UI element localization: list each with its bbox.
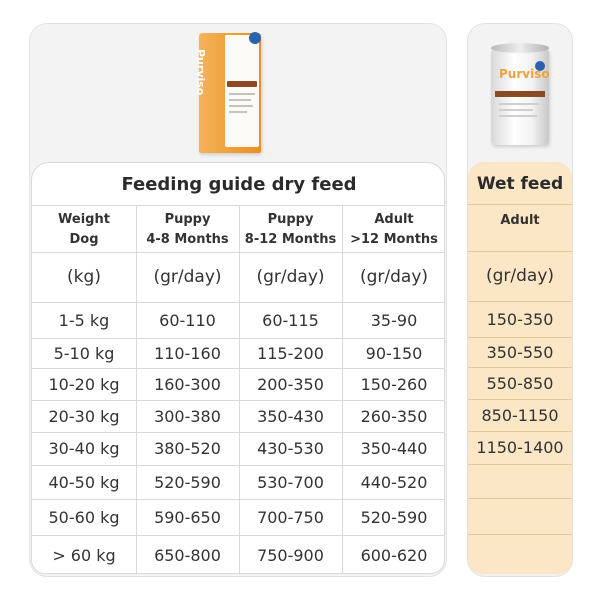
row-divider: [468, 204, 572, 205]
row-divider: [32, 400, 444, 401]
weight-cell: > 60 kg: [52, 545, 116, 565]
amount-cell: 110-160: [154, 343, 221, 363]
weight-cell: 40-50 kg: [48, 472, 120, 492]
column-header-line: Dog: [69, 231, 99, 247]
dry-food-bag-image: Purviso: [194, 29, 265, 157]
unit-cell: (kg): [67, 267, 101, 287]
dry-feed-table: Feeding guide dry feed Weight Dog Puppy 4-8…: [31, 162, 445, 574]
column-header-line: >12 Months: [350, 231, 438, 247]
column-header-line: Puppy: [164, 211, 211, 227]
amount-cell: 35-90: [370, 310, 418, 330]
weight-cell: 20-30 kg: [48, 406, 120, 426]
column-header-line: 8-12 Months: [244, 231, 337, 247]
row-divider: [468, 534, 572, 535]
row-divider: [468, 367, 572, 368]
column-header: Weight Dog: [32, 207, 136, 252]
wet-table-title: Wet feed: [476, 174, 564, 194]
unit-cell: (gr/day): [359, 267, 429, 287]
weight-cell: 10-20 kg: [48, 374, 120, 394]
brand-cross-icon: [249, 32, 261, 44]
amount-cell: 530-700: [257, 472, 324, 492]
row-divider: [32, 302, 444, 303]
row-divider: [32, 368, 444, 369]
column-header: Puppy 8-12 Months: [239, 207, 342, 252]
amount-cell: 440-520: [360, 472, 428, 492]
column-divider: [136, 205, 137, 573]
amount-cell: [468, 464, 572, 498]
column-header: Adult: [500, 213, 540, 228]
amount-cell: 150-350: [486, 309, 554, 329]
column-header-line: 4-8 Months: [146, 231, 229, 247]
amount-cell: 260-350: [360, 406, 428, 426]
row-divider: [468, 498, 572, 499]
amount-cell: 160-300: [154, 374, 221, 394]
row-divider: [468, 301, 572, 302]
dry-bag-brand: Purviso: [194, 49, 207, 96]
row-divider: [32, 535, 444, 536]
amount-cell: 60-115: [262, 310, 319, 330]
dry-table-title: Feeding guide dry feed: [121, 174, 357, 195]
row-divider: [32, 205, 444, 206]
column-header-line: Puppy: [267, 211, 314, 227]
row-divider: [32, 499, 444, 500]
amount-cell: 520-590: [154, 472, 221, 492]
amount-cell: [468, 534, 572, 574]
column-header: Puppy 4-8 Months: [136, 207, 239, 252]
amount-cell: 590-650: [154, 507, 221, 527]
wet-food-can-image: Purviso: [491, 43, 550, 150]
amount-cell: 115-200: [257, 343, 324, 363]
amount-cell: 300-380: [154, 406, 221, 426]
unit-cell: (gr/day): [485, 266, 555, 286]
brand-cross-icon: [535, 61, 545, 71]
row-divider: [32, 432, 444, 433]
amount-cell: 150-260: [360, 374, 428, 394]
row-divider: [468, 431, 572, 432]
amount-cell: 1150-1400: [476, 438, 564, 457]
weight-cell: 1-5 kg: [58, 310, 110, 330]
amount-cell: 700-750: [257, 507, 324, 527]
amount-cell: 430-530: [257, 439, 324, 458]
row-divider: [468, 399, 572, 400]
column-divider: [342, 205, 343, 573]
column-divider: [239, 205, 240, 573]
amount-cell: 600-620: [360, 545, 428, 565]
column-header-line: Weight: [58, 211, 110, 227]
unit-cell: (gr/day): [153, 267, 222, 287]
amount-cell: 350-550: [486, 342, 554, 362]
amount-cell: 90-150: [365, 343, 423, 363]
weight-cell: 30-40 kg: [48, 439, 120, 458]
amount-cell: 850-1150: [481, 405, 559, 425]
row-divider: [32, 338, 444, 339]
column-header-line: Adult: [374, 211, 414, 227]
row-divider: [32, 252, 444, 253]
wet-feed-table: Wet feed Adult (gr/day) 150-350 350-550 550-…: [468, 162, 572, 574]
unit-cell: (gr/day): [256, 267, 325, 287]
amount-cell: 550-850: [486, 373, 554, 393]
amount-cell: 350-440: [360, 439, 428, 458]
row-divider: [468, 337, 572, 338]
row-divider: [468, 464, 572, 465]
row-divider: [32, 465, 444, 466]
amount-cell: 60-110: [159, 310, 216, 330]
amount-cell: 750-900: [257, 545, 324, 565]
amount-cell: 380-520: [154, 439, 221, 458]
amount-cell: 350-430: [257, 406, 324, 426]
amount-cell: 520-590: [360, 507, 428, 527]
amount-cell: [468, 498, 572, 534]
row-divider: [468, 251, 572, 252]
column-header: Adult >12 Months: [342, 207, 444, 252]
wet-can-brand: Purviso: [499, 67, 550, 81]
amount-cell: 200-350: [257, 374, 324, 394]
amount-cell: 650-800: [154, 545, 221, 565]
weight-cell: 5-10 kg: [53, 343, 115, 363]
weight-cell: 50-60 kg: [48, 507, 120, 527]
